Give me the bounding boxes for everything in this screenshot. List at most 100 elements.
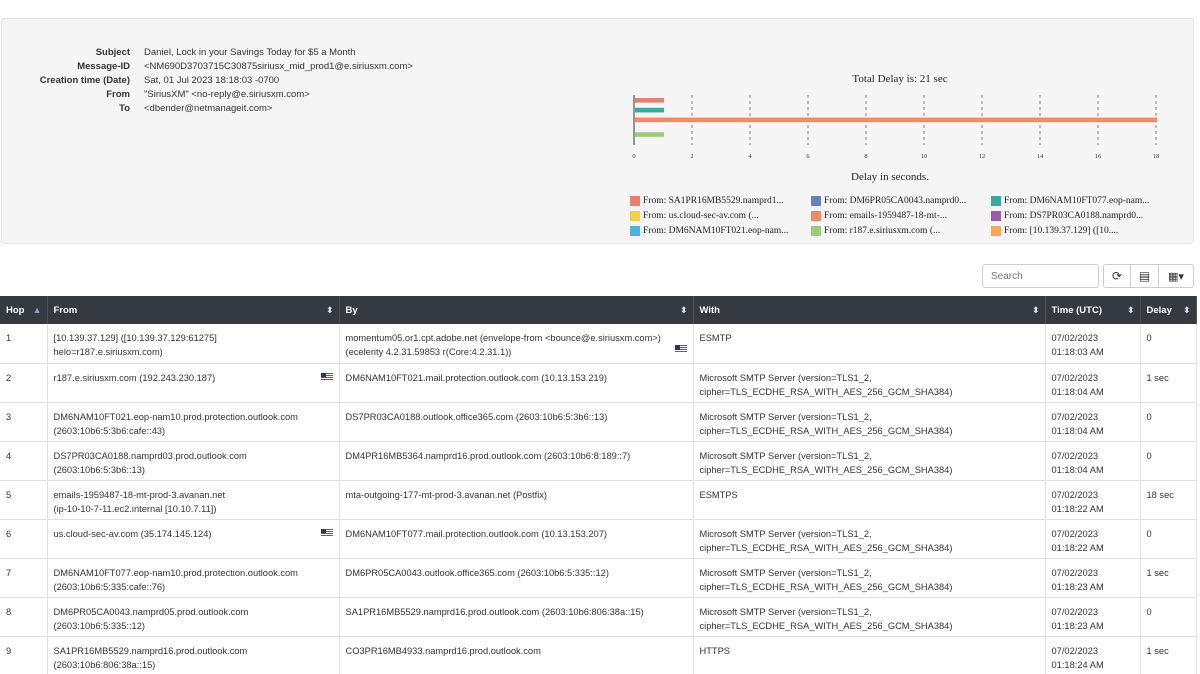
metadata-value: <dbender@netmanageit.com>	[144, 102, 273, 114]
metadata-row: From "SiriusXM" <no-reply@e.siriusxm.com>	[2, 87, 413, 101]
time-cell: 07/02/2023 01:18:23 AM	[1045, 558, 1141, 598]
x-tick-label: 8	[864, 153, 867, 160]
search-input[interactable]	[982, 264, 1099, 288]
message-metadata: Subject Daniel, Lock in your Savings Toda…	[2, 46, 413, 115]
hop-cell: 7	[0, 558, 48, 598]
metadata-label: From	[106, 88, 130, 100]
legend-item[interactable]: From: r187.e.siriusxm.com (...	[811, 224, 991, 237]
table-row: 8 DM6PR05CA0043.namprd05.prod.outlook.com…	[0, 597, 1197, 637]
time-cell: 07/02/2023 01:18:22 AM	[1045, 480, 1141, 520]
metadata-label: Creation time (Date)	[39, 74, 130, 86]
us-flag-icon	[674, 345, 687, 353]
column-header-with[interactable]: With ⬍	[693, 296, 1046, 324]
sort-icon: ⬍	[1031, 305, 1040, 315]
x-tick-label: 2	[690, 153, 693, 160]
legend-swatch	[811, 210, 821, 221]
list-icon: ▤	[1138, 269, 1151, 283]
delay-cell: 1 sec	[1140, 363, 1197, 403]
delay-bar	[635, 98, 664, 103]
legend-swatch	[630, 225, 640, 236]
with-cell: Microsoft SMTP Server (version=TLS1_2, ci…	[693, 558, 1046, 598]
by-cell: CO3PR16MB4933.namprd16.prod.outlook.com	[339, 636, 694, 674]
hop-cell: 5	[0, 480, 48, 520]
legend-item[interactable]: From: us.cloud-sec-av.com (...	[630, 209, 811, 222]
toggle-view-button[interactable]: ▤	[1131, 264, 1159, 288]
refresh-icon: ⟳	[1111, 269, 1123, 283]
delay-bar	[635, 107, 664, 113]
delay-cell: 0	[1140, 519, 1197, 559]
by-cell: mta-outgoing-177-mt-prod-3.avanan.net (P…	[339, 480, 694, 520]
hop-cell: 6	[0, 519, 48, 559]
x-tick-label: 10	[921, 153, 928, 160]
legend-item[interactable]: From: DM6NAM10FT021.eop-nam...	[630, 224, 811, 237]
legend-label: From: us.cloud-sec-av.com (...	[643, 210, 759, 221]
us-flag-icon	[320, 528, 333, 537]
column-header-delay[interactable]: Delay ⬍	[1140, 296, 1197, 324]
delay-chart: Total Delay is: 21 sec 0 2 4 6 8 10 12 14 16 18 D…	[620, 59, 1180, 249]
us-flag-icon	[320, 372, 333, 381]
with-cell: Microsoft SMTP Server (version=TLS1_2, ci…	[693, 597, 1046, 637]
x-tick-label: 16	[1095, 153, 1102, 160]
legend-swatch	[991, 225, 1001, 236]
column-header-by[interactable]: By ⬍	[339, 296, 694, 324]
with-cell: ESMTP	[693, 324, 1046, 364]
legend-item[interactable]: From: emails-1959487-18-mt-...	[811, 209, 991, 222]
legend-item[interactable]: From: DM6PR05CA0043.namprd0...	[811, 194, 991, 207]
delay-cell: 0	[1140, 324, 1197, 364]
by-cell: DM6NAM10FT021.mail.protection.outlook.co…	[339, 363, 694, 403]
legend-label: From: DM6NAM10FT021.eop-nam...	[643, 225, 789, 236]
legend-item[interactable]: From: SA1PR16MB5529.namprd1...	[630, 194, 811, 207]
from-cell: r187.e.siriusxm.com (192.243.230.187)	[47, 363, 340, 403]
by-cell: DM6PR05CA0043.outlook.office365.com (260…	[339, 558, 694, 598]
table-row: 3 DM6NAM10FT021.eop-nam10.prod.protection…	[0, 402, 1197, 442]
column-header-from[interactable]: From ⬍	[47, 296, 340, 324]
delay-bar	[635, 117, 1157, 123]
by-cell: DS7PR03CA0188.outlook.office365.com (260…	[339, 402, 694, 442]
legend-item[interactable]: From: [10.139.37.129] ([10....	[991, 224, 1171, 237]
legend-item[interactable]: From: DS7PR03CA0188.namprd0...	[991, 209, 1171, 222]
delay-cell: 0	[1140, 402, 1197, 442]
sort-icon: ⬍	[1126, 305, 1135, 315]
refresh-button[interactable]: ⟳	[1103, 264, 1131, 288]
legend-item[interactable]: From: DM6NAM10FT077.eop-nam...	[991, 194, 1171, 207]
by-cell: momentum05.or1.cpt.adobe.net (envelope-f…	[339, 324, 694, 364]
time-cell: 07/02/2023 01:18:04 AM	[1045, 402, 1141, 442]
x-tick-label: 18	[1153, 153, 1160, 160]
legend-label: From: DS7PR03CA0188.namprd0...	[1004, 210, 1144, 221]
metadata-value: <NM690D3703715C30875siriusx_mid_prod1@e.…	[144, 61, 413, 73]
table-row: 6 us.cloud-sec-av.com (35.174.145.124) DM6…	[0, 519, 1197, 559]
from-cell: DM6NAM10FT021.eop-nam10.prod.protection.…	[47, 402, 340, 442]
from-cell: [10.139.37.129] ([10.139.37.129:61275] he…	[47, 324, 340, 364]
columns-dropdown-button[interactable]: ▦▾	[1159, 264, 1194, 288]
legend-swatch	[630, 210, 640, 221]
table-row: 4 DS7PR03CA0188.namprd03.prod.outlook.com…	[0, 441, 1197, 481]
with-cell: Microsoft SMTP Server (version=TLS1_2, ci…	[693, 519, 1046, 559]
table-header-row: Hop ▲ From ⬍ By ⬍ With ⬍ Time (UTC) ⬍ Delay ⬍	[0, 296, 1197, 324]
time-cell: 07/02/2023 01:18:22 AM	[1045, 519, 1141, 559]
metadata-label: To	[119, 102, 130, 114]
with-cell: HTTPS	[693, 636, 1046, 674]
time-cell: 07/02/2023 01:18:23 AM	[1045, 597, 1141, 637]
from-cell: us.cloud-sec-av.com (35.174.145.124)	[47, 519, 340, 559]
delay-cell: 0	[1140, 441, 1197, 481]
legend-label: From: [10.139.37.129] ([10....	[1004, 225, 1119, 236]
table-toolbar: ⟳ ▤ ▦▾	[982, 264, 1194, 288]
column-header-time[interactable]: Time (UTC) ⬍	[1045, 296, 1141, 324]
time-cell: 07/02/2023 01:18:04 AM	[1045, 441, 1141, 481]
metadata-label: Message-ID	[77, 61, 130, 73]
sort-icon: ⬍	[1182, 305, 1191, 315]
legend-label: From: SA1PR16MB5529.namprd1...	[643, 195, 784, 206]
time-cell: 07/02/2023 01:18:24 AM	[1045, 636, 1141, 674]
column-header-hop[interactable]: Hop ▲	[0, 296, 48, 324]
legend-swatch	[811, 195, 821, 206]
x-tick-label: 12	[979, 153, 986, 160]
chart-legend: From: SA1PR16MB5529.namprd1... From: DM6P…	[630, 194, 1180, 237]
sort-icon: ⬍	[679, 305, 688, 315]
columns-icon: ▦▾	[1168, 270, 1184, 283]
legend-swatch	[991, 210, 1001, 221]
metadata-value: "SiriusXM" <no-reply@e.siriusxm.com>	[144, 88, 310, 100]
from-cell: DM6PR05CA0043.namprd05.prod.outlook.com(…	[47, 597, 340, 637]
table-row: 1 [10.139.37.129] ([10.139.37.129:61275] h…	[0, 324, 1197, 364]
metadata-value: Sat, 01 Jul 2023 18:18:03 -0700	[144, 74, 280, 86]
hop-cell: 4	[0, 441, 48, 481]
